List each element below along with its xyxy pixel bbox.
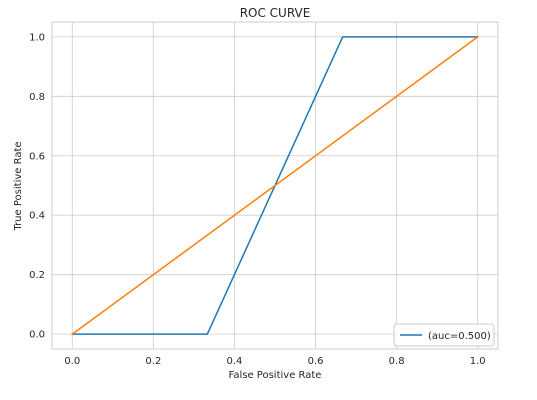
series-lines <box>71 35 479 336</box>
y-tick-label: 0.0 <box>29 330 45 341</box>
legend-label-series-1: (auc=0.500) <box>428 331 491 342</box>
x-tick-label: 1.0 <box>470 356 486 367</box>
y-axis-label: True Positive Rate <box>13 141 24 231</box>
plot-area <box>51 21 499 350</box>
y-tick-label: 1.0 <box>29 32 45 43</box>
x-tick-label: 0.2 <box>145 356 161 367</box>
x-tick-label: 0.4 <box>227 356 243 367</box>
y-tick-labels: 0.0 0.2 0.4 0.6 0.8 1.0 <box>29 32 45 340</box>
plot-frame <box>51 21 499 350</box>
x-axis-label: False Positive Rate <box>229 370 322 381</box>
y-tick-label: 0.8 <box>29 92 45 103</box>
y-tick-label: 0.4 <box>29 211 45 222</box>
y-tick-label: 0.6 <box>29 151 45 162</box>
x-tick-label: 0.0 <box>64 356 80 367</box>
series-line-2 <box>71 35 479 336</box>
legend-box <box>393 323 495 347</box>
x-tick-labels: 0.0 0.2 0.4 0.6 0.8 1.0 <box>64 356 485 367</box>
legend: (auc=0.500) <box>393 323 495 347</box>
chart-title: ROC CURVE <box>240 6 311 20</box>
y-tick-label: 0.2 <box>29 270 45 281</box>
x-tick-label: 0.8 <box>389 356 405 367</box>
x-tick-label: 0.6 <box>308 356 324 367</box>
